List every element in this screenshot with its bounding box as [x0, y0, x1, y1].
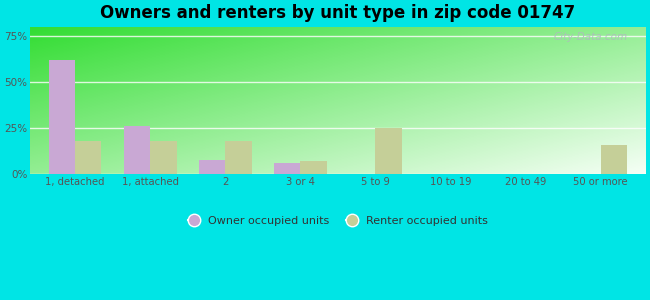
Bar [226, 141, 252, 174]
Title: Owners and renters by unit type in zip code 01747: Owners and renters by unit type in zip c… [100, 4, 576, 22]
Bar [274, 163, 300, 174]
Bar [300, 161, 327, 174]
Bar [49, 60, 75, 174]
Bar [124, 126, 150, 174]
Bar [601, 145, 627, 174]
Text: City-Data.com: City-Data.com [553, 32, 627, 42]
Bar [199, 160, 226, 174]
Legend: Owner occupied units, Renter occupied units: Owner occupied units, Renter occupied un… [183, 211, 492, 231]
Bar [376, 128, 402, 174]
Bar [75, 141, 101, 174]
Bar [150, 141, 177, 174]
